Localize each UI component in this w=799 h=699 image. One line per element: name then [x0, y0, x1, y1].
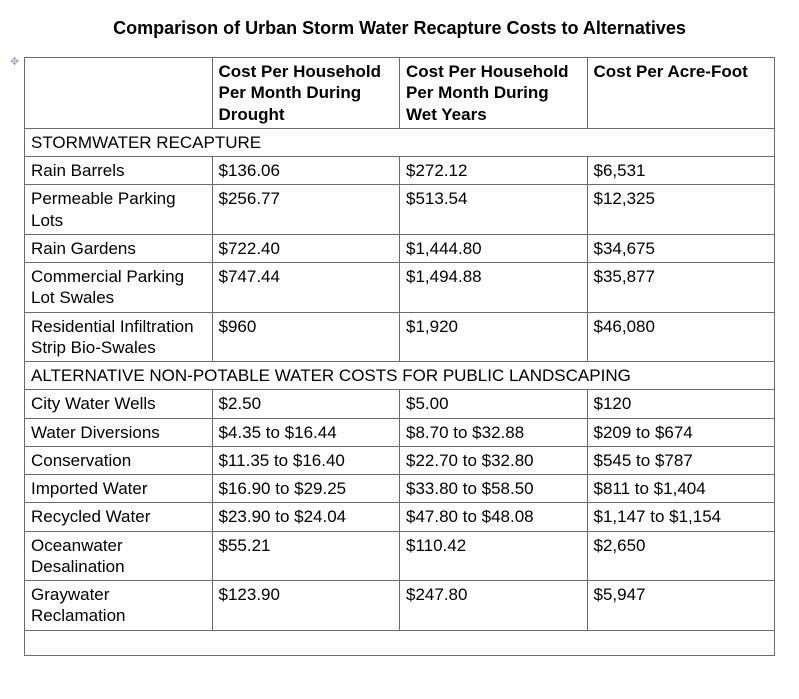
cell-wet: $1,494.88: [400, 263, 588, 313]
cell-acrefoot: $1,147 to $1,154: [587, 503, 775, 531]
table-row: Rain Barrels $136.06 $272.12 $6,531: [25, 157, 775, 185]
cell-name: Residential Infiltration Strip Bio-Swale…: [25, 312, 213, 362]
cell-drought: $11.35 to $16.40: [212, 446, 400, 474]
cell-wet: $47.80 to $48.08: [400, 503, 588, 531]
table-row: Residential Infiltration Strip Bio-Swale…: [25, 312, 775, 362]
col-header-drought: Cost Per Household Per Month During Drou…: [212, 58, 400, 129]
cell-wet: $1,444.80: [400, 234, 588, 262]
cell-drought: $256.77: [212, 185, 400, 235]
cell-acrefoot: $209 to $674: [587, 418, 775, 446]
cell-name: Graywater Reclamation: [25, 581, 213, 631]
cell-drought: $960: [212, 312, 400, 362]
col-header-wet: Cost Per Household Per Month During Wet …: [400, 58, 588, 129]
cell-acrefoot: $5,947: [587, 581, 775, 631]
cell-wet: $22.70 to $32.80: [400, 446, 588, 474]
table-empty-row: [25, 630, 775, 655]
section-title: ALTERNATIVE NON-POTABLE WATER COSTS FOR …: [25, 362, 775, 390]
cell-name: Commercial Parking Lot Swales: [25, 263, 213, 313]
cell-drought: $4.35 to $16.44: [212, 418, 400, 446]
cell-acrefoot: $545 to $787: [587, 446, 775, 474]
cell-wet: $5.00: [400, 390, 588, 418]
cell-acrefoot: $34,675: [587, 234, 775, 262]
cell-drought: $123.90: [212, 581, 400, 631]
cell-acrefoot: $35,877: [587, 263, 775, 313]
empty-cell: [25, 630, 775, 655]
cell-name: Imported Water: [25, 475, 213, 503]
table-row: Graywater Reclamation $123.90 $247.80 $5…: [25, 581, 775, 631]
table-row: Permeable Parking Lots $256.77 $513.54 $…: [25, 185, 775, 235]
cell-wet: $1,920: [400, 312, 588, 362]
cell-name: Conservation: [25, 446, 213, 474]
cell-acrefoot: $6,531: [587, 157, 775, 185]
table-row: Conservation $11.35 to $16.40 $22.70 to …: [25, 446, 775, 474]
cell-name: City Water Wells: [25, 390, 213, 418]
section-title: STORMWATER RECAPTURE: [25, 128, 775, 156]
table-row: Rain Gardens $722.40 $1,444.80 $34,675: [25, 234, 775, 262]
cell-acrefoot: $12,325: [587, 185, 775, 235]
cell-drought: $747.44: [212, 263, 400, 313]
table-row: Commercial Parking Lot Swales $747.44 $1…: [25, 263, 775, 313]
col-header-name: [25, 58, 213, 129]
comparison-table: Cost Per Household Per Month During Drou…: [24, 57, 775, 656]
page-title: Comparison of Urban Storm Water Recaptur…: [24, 18, 775, 39]
table-row: Oceanwater Desalination $55.21 $110.42 $…: [25, 531, 775, 581]
cell-drought: $16.90 to $29.25: [212, 475, 400, 503]
table-header-row: Cost Per Household Per Month During Drou…: [25, 58, 775, 129]
cell-name: Rain Gardens: [25, 234, 213, 262]
cell-acrefoot: $120: [587, 390, 775, 418]
cell-drought: $2.50: [212, 390, 400, 418]
table-row: Imported Water $16.90 to $29.25 $33.80 t…: [25, 475, 775, 503]
cell-acrefoot: $811 to $1,404: [587, 475, 775, 503]
table-row: City Water Wells $2.50 $5.00 $120: [25, 390, 775, 418]
cell-wet: $8.70 to $32.88: [400, 418, 588, 446]
cell-wet: $247.80: [400, 581, 588, 631]
table-anchor-icon: ✥: [10, 55, 19, 68]
section-header-alternatives: ALTERNATIVE NON-POTABLE WATER COSTS FOR …: [25, 362, 775, 390]
section-header-stormwater: STORMWATER RECAPTURE: [25, 128, 775, 156]
cell-wet: $110.42: [400, 531, 588, 581]
table-row: Water Diversions $4.35 to $16.44 $8.70 t…: [25, 418, 775, 446]
cell-name: Water Diversions: [25, 418, 213, 446]
cell-drought: $136.06: [212, 157, 400, 185]
cell-drought: $55.21: [212, 531, 400, 581]
cell-wet: $513.54: [400, 185, 588, 235]
cell-drought: $722.40: [212, 234, 400, 262]
cell-drought: $23.90 to $24.04: [212, 503, 400, 531]
cell-wet: $33.80 to $58.50: [400, 475, 588, 503]
col-header-acrefoot: Cost Per Acre-Foot: [587, 58, 775, 129]
page: Comparison of Urban Storm Water Recaptur…: [0, 0, 799, 656]
cell-acrefoot: $2,650: [587, 531, 775, 581]
cell-acrefoot: $46,080: [587, 312, 775, 362]
cell-name: Rain Barrels: [25, 157, 213, 185]
table-container: ✥ Cost Per Household Per Month During Dr…: [24, 57, 775, 656]
cell-name: Permeable Parking Lots: [25, 185, 213, 235]
cell-name: Recycled Water: [25, 503, 213, 531]
cell-wet: $272.12: [400, 157, 588, 185]
cell-name: Oceanwater Desalination: [25, 531, 213, 581]
table-row: Recycled Water $23.90 to $24.04 $47.80 t…: [25, 503, 775, 531]
